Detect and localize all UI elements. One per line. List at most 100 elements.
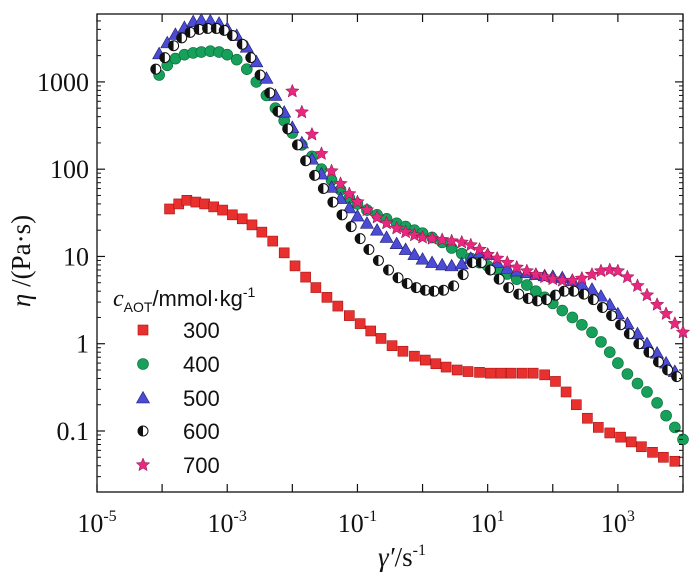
data-point <box>602 262 618 277</box>
data-point <box>289 260 301 272</box>
data-point <box>430 358 442 370</box>
data-point <box>176 32 188 44</box>
data-point <box>241 63 253 75</box>
data-point <box>264 87 276 99</box>
data-point <box>503 282 515 294</box>
data-point <box>407 227 422 242</box>
data-point <box>278 247 290 259</box>
data-point <box>324 163 339 178</box>
data-point <box>610 263 626 278</box>
data-point <box>444 258 459 272</box>
data-point <box>576 318 588 331</box>
data-point <box>398 242 413 255</box>
data-point <box>419 354 431 366</box>
data-point <box>604 427 616 439</box>
data-point <box>574 270 590 285</box>
legend-label-700: 700 <box>183 453 220 478</box>
y-tick-label: 1000 <box>37 68 89 97</box>
data-point <box>568 285 580 297</box>
data-point <box>556 304 569 317</box>
data-point <box>370 223 385 236</box>
data-point <box>285 83 300 98</box>
y-tick-label: 100 <box>50 155 89 184</box>
data-point <box>647 447 658 458</box>
data-point <box>230 53 243 66</box>
data-point <box>208 201 220 213</box>
ticks-group: 10-5 10-3 10-1 101 103 0.1 1 10 100 1000 <box>37 13 684 538</box>
data-point <box>383 264 395 276</box>
data-point <box>596 302 608 314</box>
data-point <box>407 247 422 260</box>
data-point <box>199 198 210 210</box>
data-point <box>294 104 310 119</box>
data-point <box>658 306 674 321</box>
data-point <box>398 224 413 239</box>
series-700 <box>285 83 691 339</box>
data-point <box>317 183 329 195</box>
data-point <box>354 233 366 245</box>
data-point <box>509 259 525 274</box>
data-point <box>359 202 375 217</box>
data-point <box>386 340 398 351</box>
data-point <box>527 367 539 379</box>
data-point <box>336 209 348 221</box>
data-point <box>513 288 525 300</box>
data-point <box>354 318 366 329</box>
legend-marker-700 <box>135 457 151 472</box>
data-point <box>489 250 505 265</box>
data-point <box>549 289 561 301</box>
series-600 <box>150 22 683 383</box>
data-point <box>410 282 422 294</box>
legend-marker-500 <box>135 390 151 404</box>
data-point <box>425 255 440 268</box>
data-point <box>226 30 238 42</box>
data-point <box>428 285 440 297</box>
legend-label-600: 600 <box>183 419 220 444</box>
data-point <box>392 272 404 284</box>
data-point <box>669 455 681 467</box>
data-point <box>221 48 234 61</box>
data-point <box>592 422 604 433</box>
data-point <box>379 215 394 230</box>
data-point <box>440 361 452 373</box>
data-point <box>389 236 404 250</box>
data-point <box>309 169 321 181</box>
data-point <box>560 386 572 398</box>
legend-marker-600 <box>137 425 149 437</box>
data-point <box>181 194 193 206</box>
data-point <box>448 280 460 292</box>
data-point <box>342 186 357 201</box>
data-point <box>267 235 279 247</box>
legend-label-400: 400 <box>183 352 220 377</box>
data-point <box>372 254 384 266</box>
data-point <box>168 40 180 52</box>
data-point <box>480 246 495 261</box>
data-point <box>615 431 626 443</box>
data-point <box>612 357 624 369</box>
data-point <box>379 230 394 243</box>
data-point <box>409 350 420 362</box>
data-point <box>649 297 665 311</box>
data-point <box>375 333 387 344</box>
data-point <box>586 326 598 339</box>
data-point <box>451 364 463 376</box>
data-point <box>505 367 517 379</box>
data-point <box>332 300 344 312</box>
data-point <box>350 194 365 209</box>
data-point <box>401 277 413 289</box>
data-point <box>363 244 375 256</box>
series-group <box>150 13 691 467</box>
data-point <box>566 311 579 324</box>
data-point <box>369 209 385 224</box>
data-point <box>671 371 683 383</box>
data-point <box>474 367 485 378</box>
data-point <box>435 257 450 271</box>
data-point <box>578 288 590 300</box>
data-point <box>321 292 333 303</box>
data-point <box>254 69 266 81</box>
data-point <box>444 233 459 248</box>
data-point <box>245 52 257 64</box>
data-point <box>246 219 258 231</box>
data-point <box>256 226 268 238</box>
